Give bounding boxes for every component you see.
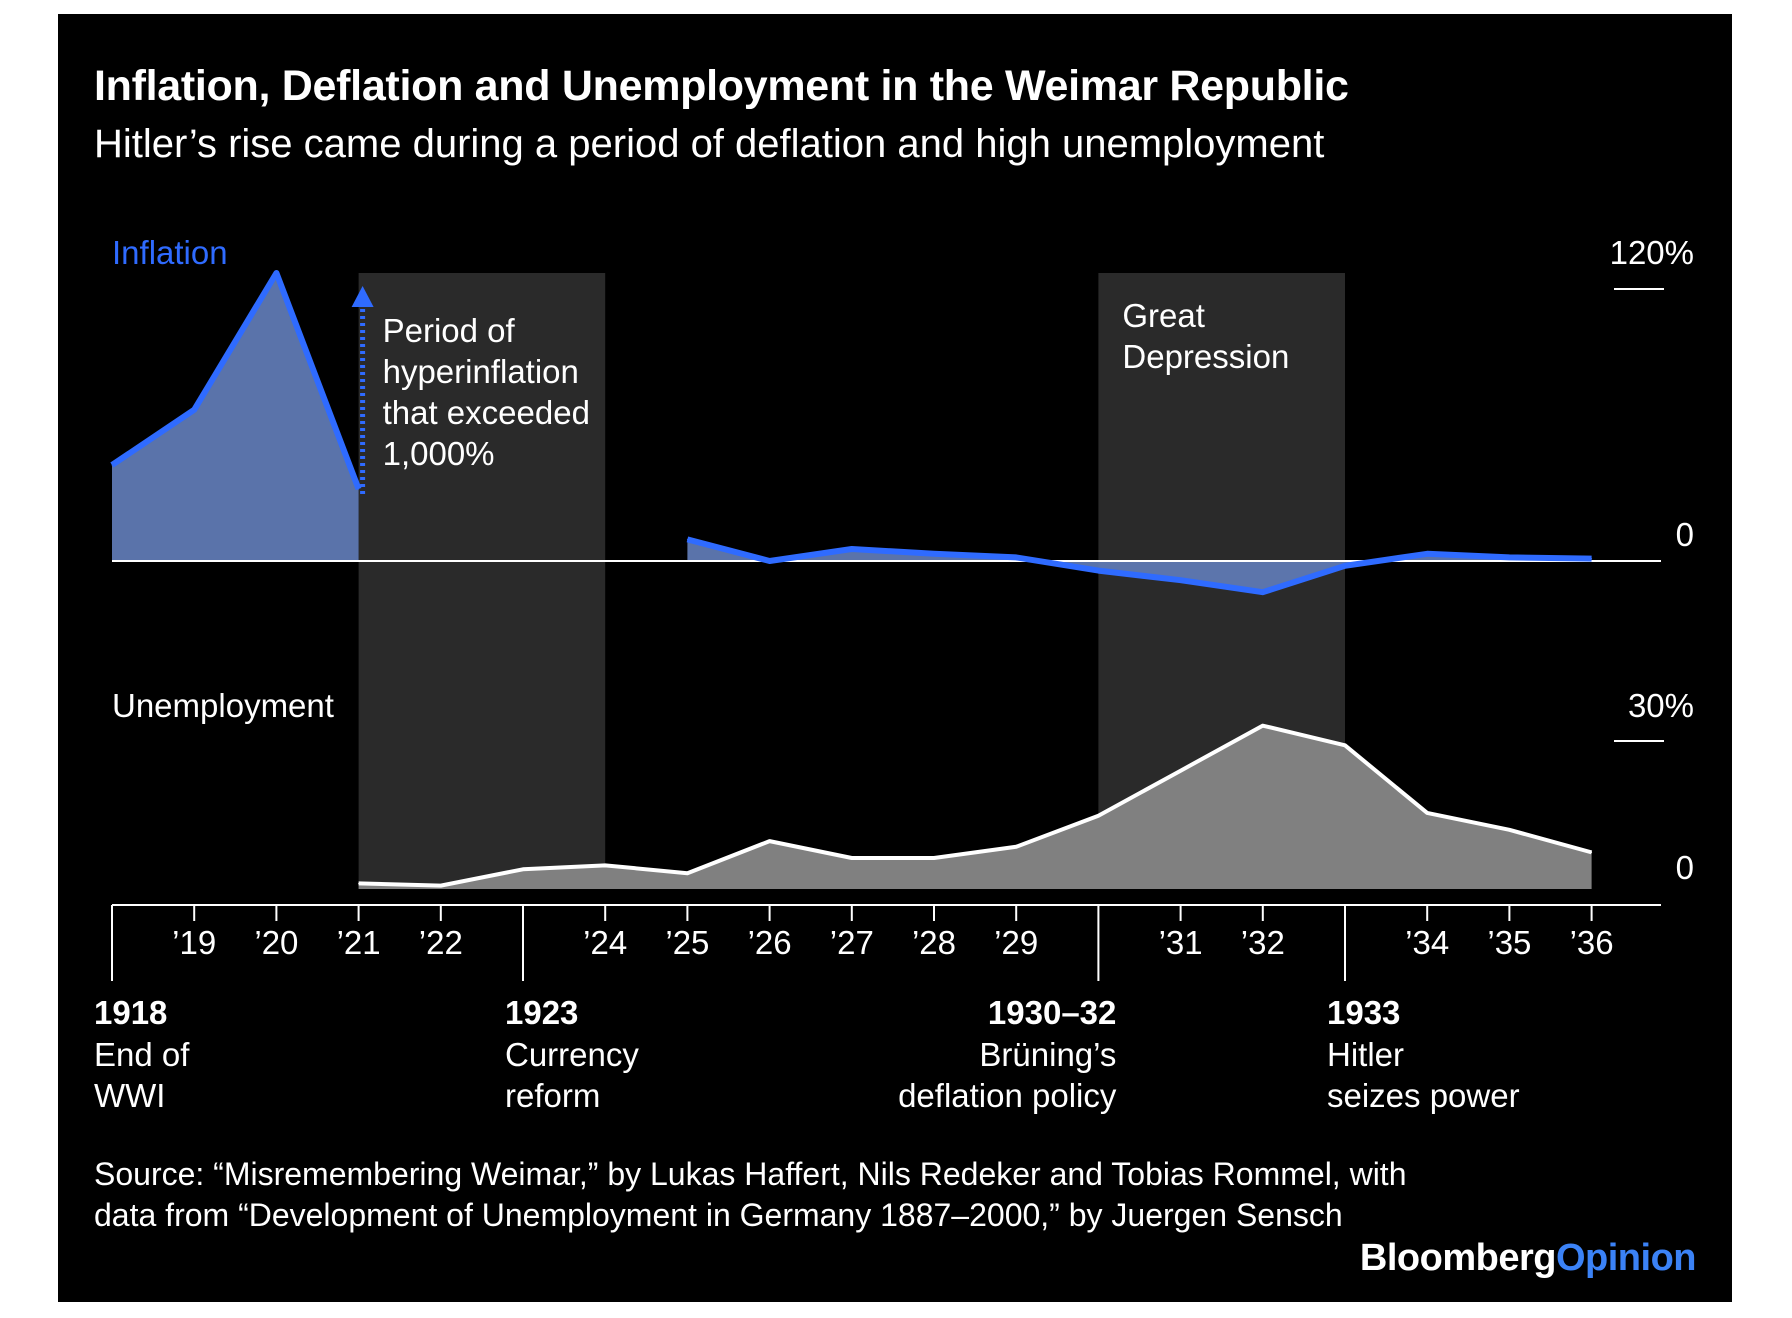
event-heading-1923: 1923: [505, 994, 578, 1031]
shaded-period-label: Great: [1122, 297, 1205, 334]
event-line-1923: Currency: [505, 1036, 639, 1073]
inflation-point-1926: [769, 560, 771, 562]
unemployment-point-1928: [933, 857, 935, 859]
inflation-axis-max-label: 120%: [1610, 234, 1694, 271]
chart-area: Great Depression Period of hyperinflation th…: [94, 234, 1694, 1114]
x-axis-tick-label: ’29: [994, 924, 1038, 961]
unemployment-axis-zero-label: 0: [1676, 849, 1694, 886]
event-heading-1930: 1930–32: [988, 994, 1116, 1031]
brand-logo: BloombergOpinion: [1359, 1237, 1697, 1280]
inflation-point-1918: [111, 464, 113, 466]
unemployment-series-label: Unemployment: [112, 687, 334, 724]
inflation-point-1936: [1591, 558, 1593, 560]
event-line-1923: reform: [505, 1077, 600, 1114]
x-axis-tick-label: ’25: [665, 924, 709, 961]
chart-subtitle: Hitler’s rise came during a period of de…: [94, 122, 1325, 166]
hyperinflation-annotation-line: 1,000%: [383, 435, 495, 472]
event-heading-1918: 1918: [94, 994, 167, 1031]
inflation-line-segment-1: [110, 270, 362, 491]
x-axis-tick-label: ’27: [830, 924, 874, 961]
inflation-point-1932: [1262, 591, 1264, 593]
brand-part-opinion: Opinion: [1555, 1237, 1697, 1279]
inflation-point-1933: [1344, 565, 1346, 567]
x-axis-tick-label: ’32: [1241, 924, 1285, 961]
event-line-1918: End of: [94, 1036, 190, 1073]
inflation-series-label: Inflation: [112, 234, 228, 271]
inflation-area-segment-1: [112, 273, 359, 561]
event-line-1933: seizes power: [1327, 1077, 1520, 1114]
unemployment-point-1924: [604, 864, 606, 866]
inflation-axis-zero-label: 0: [1676, 516, 1694, 553]
inflation-point-1920: [275, 272, 277, 274]
inflation-point-1935: [1508, 556, 1510, 558]
unemployment-point-1930: [1097, 815, 1099, 817]
unemployment-line: [358, 723, 1593, 888]
event-line-1930: deflation policy: [898, 1077, 1117, 1114]
unemployment-point-1927: [851, 857, 853, 859]
unemployment-point-1934: [1426, 812, 1428, 814]
x-axis-tick-label: ’35: [1487, 924, 1531, 961]
unemployment-point-1925: [686, 872, 688, 874]
unemployment-point-1921: [358, 882, 360, 884]
chart-card: Inflation, Deflation and Unemployment in…: [58, 14, 1732, 1302]
x-axis-tick-label: ’26: [748, 924, 792, 961]
unemployment-point-1933: [1344, 744, 1346, 746]
inflation-line-segment-2: [686, 536, 1592, 596]
inflation-point-1934: [1426, 553, 1428, 555]
x-axis-tick-label: ’36: [1570, 924, 1614, 961]
x-axis-tick-label: ’31: [1159, 924, 1203, 961]
inflation-point-1929: [1015, 556, 1017, 558]
inflation-point-1919: [193, 409, 195, 411]
hyperinflation-annotation-line: Period of: [383, 312, 516, 349]
inflation-point-1930: [1097, 570, 1099, 572]
x-axis-tick-label: ’21: [337, 924, 381, 961]
event-heading-1933: 1933: [1327, 994, 1400, 1031]
source-note: Source: “Misremembering Weimar,” by Luka…: [94, 1156, 1407, 1233]
shaded-period-label: Depression: [1122, 338, 1289, 375]
inflation-point-1931: [1180, 579, 1182, 581]
unemployment-point-1935: [1508, 829, 1510, 831]
unemployment-point-1931: [1180, 770, 1182, 772]
x-axis-tick-label: ’19: [172, 924, 216, 961]
unemployment-point-1932: [1262, 725, 1264, 727]
x-axis-tick-label: ’28: [912, 924, 956, 961]
brand-part-bloomberg: Bloomberg: [1359, 1237, 1557, 1279]
unemployment-point-1926: [769, 840, 771, 842]
inflation-point-1921: [358, 488, 360, 490]
event-line-1918: WWI: [94, 1077, 165, 1114]
hyperinflation-annotation-line: that exceeded: [383, 394, 590, 431]
unemployment-point-1929: [1015, 846, 1017, 848]
inflation-point-1925: [686, 538, 688, 540]
unemployment-axis-max-label: 30%: [1628, 687, 1694, 724]
chart-title: Inflation, Deflation and Unemployment in…: [94, 62, 1349, 110]
x-axis-tick-label: ’22: [419, 924, 463, 961]
hyperinflation-arrow-head: [351, 286, 374, 307]
x-axis-tick-label: ’34: [1405, 924, 1449, 961]
event-line-1930: Brüning’s: [979, 1036, 1116, 1073]
event-line-1933: Hitler: [1327, 1036, 1404, 1073]
hyperinflation-annotation-line: hyperinflation: [383, 353, 579, 390]
x-axis-tick-label: ’20: [254, 924, 298, 961]
x-axis-tick-label: ’24: [583, 924, 627, 961]
inflation-point-1927: [851, 548, 853, 550]
inflation-point-1928: [933, 553, 935, 555]
unemployment-point-1923: [522, 868, 524, 870]
unemployment-point-1922: [440, 885, 442, 887]
unemployment-area: [358, 725, 1592, 889]
unemployment-point-1936: [1591, 851, 1593, 853]
shaded-period-0: [358, 273, 606, 889]
